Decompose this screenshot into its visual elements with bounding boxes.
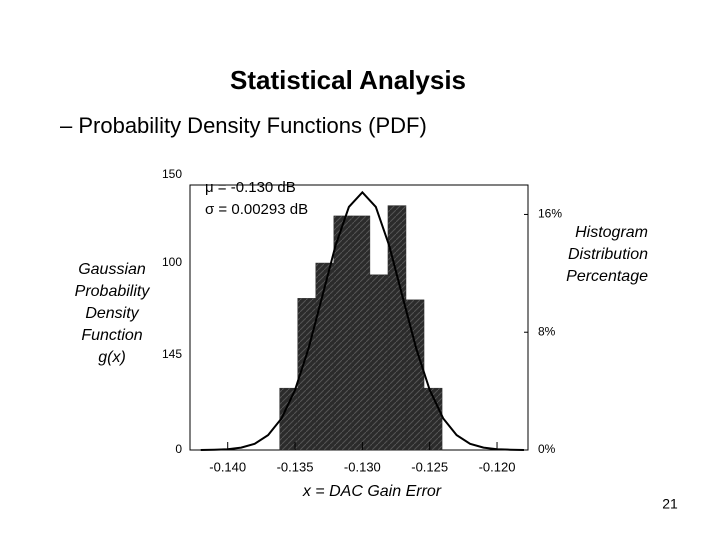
annotation: σ = 0.00293 dB — [205, 201, 308, 218]
slide-subtitle: – Probability Density Functions (PDF) — [60, 113, 427, 138]
gaussian-curve — [200, 190, 524, 451]
slide-title: Statistical Analysis — [230, 65, 466, 95]
x-axis-label: x = DAC Gain Error — [302, 483, 442, 500]
y2-tick-label: 0% — [538, 442, 556, 456]
y-axis-label-number: 100 — [162, 255, 182, 269]
y-axis-label-number: 150 — [162, 167, 182, 181]
histogram-bar — [423, 387, 443, 451]
y-axis-label-number: 145 — [162, 347, 182, 361]
y-axis-title: g(x) — [98, 349, 126, 366]
y-axis-title: Function — [81, 327, 142, 344]
y-axis-label-number: 0 — [175, 442, 182, 456]
y-axis-title: Density — [85, 305, 139, 322]
x-tick-label: -0.140 — [209, 459, 246, 474]
x-tick-label: -0.120 — [479, 459, 516, 474]
histogram-bar — [279, 387, 298, 451]
y2-tick-label: 16% — [538, 207, 562, 221]
x-tick-label: -0.135 — [277, 459, 314, 474]
y2-axis-title: Distribution — [568, 246, 648, 263]
page-number: 21 — [662, 496, 678, 512]
y2-axis-title: Percentage — [566, 268, 648, 285]
annotation: μ = -0.130 dB — [205, 179, 296, 196]
histogram-bar — [315, 262, 335, 451]
x-tick-label: -0.130 — [344, 459, 381, 474]
y-axis-title: Gaussian — [78, 261, 146, 278]
histogram-bar — [387, 205, 407, 451]
y2-tick-label: 8% — [538, 324, 556, 338]
histogram-bar — [333, 215, 353, 451]
y2-axis-title: Histogram — [575, 224, 648, 241]
y-axis-title: Probability — [75, 283, 151, 300]
x-tick-label: -0.125 — [411, 459, 448, 474]
histogram-bar — [351, 215, 371, 451]
histogram-bar — [369, 274, 389, 451]
